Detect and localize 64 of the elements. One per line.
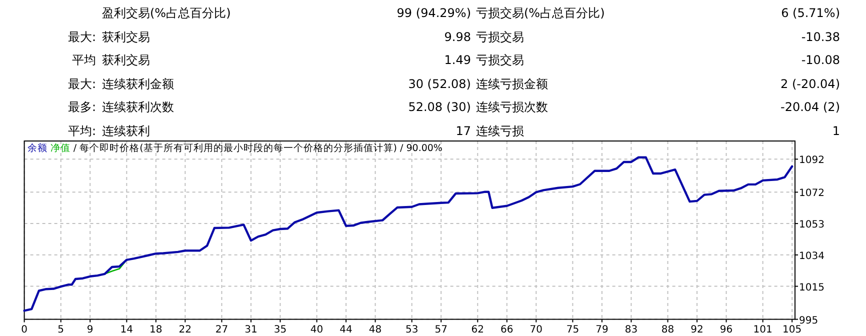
text: 30 (52.08) [408,77,471,91]
x-tick-label: 27 [215,324,228,336]
x-tick-label: 9 [86,324,94,336]
text: 连续获利 [102,124,150,138]
text: 获利交易 [102,53,150,67]
x-tick-label: 101 [753,324,772,336]
y-tick-label: 1034 [799,250,824,262]
x-tick-label: 48 [368,324,382,336]
chart-title: / 每个即时价格(基于所有可利用的最小时段的每一个价格的分形插值计算) / 90.00% [73,142,442,154]
x-tick-label: 92 [690,324,704,336]
text: 平均: [68,124,96,138]
x-tick-label: 22 [178,324,192,336]
text: 余额 [27,142,48,154]
x-tick-label: 18 [150,324,162,336]
x-tick-label: 96 [720,324,733,336]
text: 99 (94.29%) [396,6,471,20]
text: 净值 [50,142,70,154]
text: 连续亏损次数 [476,100,548,114]
text: 盈利交易(%占总百分比) [102,6,231,20]
text: 最多: [68,100,96,114]
text: -10.08 [801,53,840,67]
text: 连续亏损 [476,124,524,138]
text: -10.38 [801,30,840,44]
text: 最大: [68,30,96,44]
y-tick-label: 1053 [799,220,824,231]
x-tick-label: 57 [434,324,448,336]
text: 亏损交易 [476,53,524,67]
x-tick-label: 5 [58,324,64,336]
x-tick-label: 44 [340,324,352,336]
text: 6 (5.71%) [781,6,840,20]
y-tick-label: 1092 [799,155,824,166]
text: -20.04 (2) [780,100,840,114]
x-tick-label: 53 [405,324,418,336]
text: 亏损交易(%占总百分比) [476,6,605,20]
text: 连续获利金额 [102,77,174,91]
x-tick-label: 0 [21,324,28,336]
text: 平均 [72,53,96,67]
text: 亏损交易 [476,30,524,44]
x-tick-label: 31 [244,324,258,336]
x-tick-label: 70 [530,324,543,336]
text: 连续亏损金额 [476,77,548,91]
y-tick-label: 1072 [799,188,824,200]
text: 最大: [68,77,96,91]
x-tick-label: 66 [500,324,514,336]
x-tick-label: 105 [782,324,802,336]
text: 17 [456,124,471,138]
x-tick-label: 62 [471,324,484,336]
text: 连续获利次数 [102,100,174,114]
y-tick-label: 995 [799,315,818,326]
x-tick-label: 88 [661,324,674,336]
x-tick-label: 35 [274,324,287,336]
text: 9.98 [444,30,471,44]
text: 1 [832,124,840,138]
line-series [23,156,794,312]
text: 1.49 [444,53,471,67]
y-tick-label: 1015 [799,282,824,294]
text: 获利交易 [102,30,150,44]
x-tick-label: 79 [596,324,608,336]
x-tick-label: 83 [624,324,638,336]
x-tick-label: 14 [120,324,134,336]
text: 52.08 (30) [408,100,471,114]
x-tick-label: 40 [310,324,324,336]
text: 2 (-20.04) [780,77,840,91]
x-tick-label: 75 [566,324,580,336]
